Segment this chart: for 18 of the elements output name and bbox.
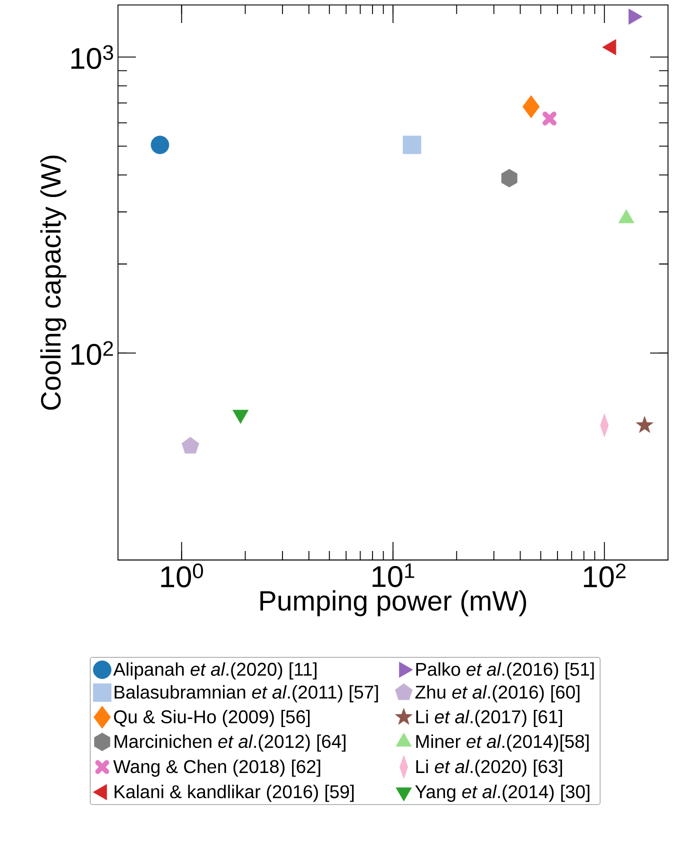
legend-label: Miner et al.(2014)[58] (416, 734, 589, 752)
legend-label: Yang et al.(2014) [30] (415, 784, 590, 802)
y-tick-label: 10$^{3}$ (71, 45, 114, 70)
legend-label: Alipanah et al.(2020) [11] (113, 662, 316, 680)
y-axis-title: Cooling capacity (W) (40, 156, 66, 410)
legend-label: Qu & Siu-Ho (2009) [56] (114, 710, 310, 727)
x-tick-label: 10$^{2}$ (584, 564, 626, 588)
legend-label: Balasubramnian et al.(2011) [57] (114, 685, 378, 702)
legend-label: Wang & Chen (2018) [62] (113, 760, 320, 777)
legend-label: Palko et al.(2016) [51] (416, 662, 594, 680)
legend-label: Zhu et al.(2016) [60] (415, 685, 580, 702)
x-tick-label: 10$^{1}$ (372, 564, 414, 588)
x-tick-label: 10$^{0}$ (161, 564, 203, 588)
legend-label: Li et al.(2017) [61] (416, 710, 562, 727)
x-axis-title: Pumping power (mW) (260, 590, 526, 616)
legend-label: Marcinichen et al.(2012) [64] (114, 734, 346, 752)
legend-label: Li et al.(2020) [63] (416, 760, 562, 777)
legend-label: Kalani & kandlikar (2016) [59] (114, 784, 354, 802)
